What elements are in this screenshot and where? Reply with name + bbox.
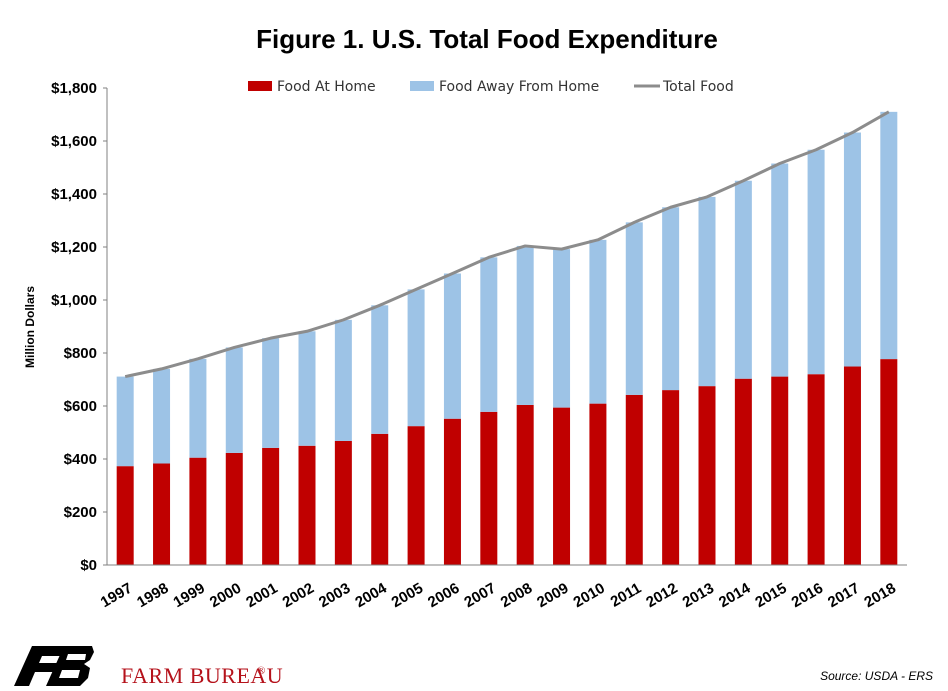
bar-food-away-from-home <box>662 207 680 391</box>
bar-food-away-from-home <box>880 111 898 360</box>
bars <box>116 111 898 565</box>
line-total-food <box>124 110 890 379</box>
bar-food-at-home <box>407 426 425 565</box>
x-axis-ticks: 1997199819992000200120022003200420052006… <box>98 579 899 611</box>
bar-food-at-home <box>189 457 207 565</box>
y-axis-ticks: $0 $200 $400 $600 $800 $1,000 $1,200 $1,400 $1,6… <box>51 80 107 574</box>
bar-food-away-from-home <box>589 239 607 404</box>
x-tick-label: 2010 <box>571 580 608 611</box>
bar-food-at-home <box>116 466 134 565</box>
x-tick-label: 1999 <box>171 580 208 611</box>
bar-food-away-from-home <box>443 273 461 419</box>
brand-name: FARM BUREAU <box>121 663 283 688</box>
x-tick-label: 1998 <box>134 580 171 611</box>
bar-food-at-home <box>371 433 389 565</box>
bar-food-at-home <box>334 440 352 565</box>
x-tick-label: 1997 <box>98 580 135 611</box>
bar-food-at-home <box>734 378 752 565</box>
x-tick-label: 2014 <box>716 579 754 611</box>
x-tick-label: 2001 <box>243 580 280 611</box>
x-tick-label: 2012 <box>643 580 680 611</box>
legend-swatch <box>248 81 272 91</box>
y-tick-label: $1,400 <box>51 186 97 203</box>
legend-swatch <box>410 81 434 91</box>
y-tick-label: $1,800 <box>51 80 97 97</box>
source-note: Source: USDA - ERS <box>820 669 933 683</box>
bar-food-at-home <box>262 447 280 565</box>
bar-food-away-from-home <box>843 132 861 367</box>
x-tick-label: 2017 <box>825 580 862 611</box>
y-tick-label: $1,600 <box>51 133 97 150</box>
bar-food-at-home <box>698 386 716 565</box>
bar-food-away-from-home <box>116 376 134 467</box>
legend-label: Food At Home <box>277 79 376 95</box>
bar-food-at-home <box>443 418 461 565</box>
bar-food-at-home <box>225 452 243 565</box>
y-tick-label: $200 <box>64 504 97 521</box>
y-tick-label: $1,000 <box>51 292 97 309</box>
x-tick-label: 2006 <box>425 580 462 611</box>
bar-food-at-home <box>298 445 316 565</box>
bar-food-away-from-home <box>771 163 789 377</box>
y-tick-label: $0 <box>80 557 97 574</box>
bar-food-away-from-home <box>807 149 825 375</box>
bar-food-away-from-home <box>698 196 716 387</box>
bar-food-away-from-home <box>298 331 316 446</box>
bar-food-away-from-home <box>480 257 498 412</box>
bar-food-away-from-home <box>189 358 207 458</box>
bar-food-away-from-home <box>153 368 171 464</box>
x-tick-label: 2003 <box>316 580 353 611</box>
x-tick-label: 2007 <box>461 580 498 611</box>
bar-food-away-from-home <box>407 289 425 427</box>
bar-food-away-from-home <box>225 347 243 453</box>
y-tick-label: $1,200 <box>51 239 97 256</box>
bar-food-at-home <box>625 394 643 565</box>
bar-food-at-home <box>516 404 534 565</box>
bar-food-at-home <box>480 411 498 565</box>
bar-food-at-home <box>553 407 571 565</box>
x-tick-label: 2013 <box>680 580 717 611</box>
x-tick-label: 2002 <box>280 580 317 611</box>
y-tick-label: $800 <box>64 345 97 362</box>
y-axis-label: Million Dollars <box>23 286 37 368</box>
bar-food-away-from-home <box>334 319 352 441</box>
bar-food-at-home <box>153 463 171 565</box>
x-tick-label: 2004 <box>352 579 390 611</box>
x-tick-label: 2011 <box>608 580 645 611</box>
x-tick-label: 2018 <box>861 580 898 611</box>
x-tick-label: 2000 <box>207 580 244 611</box>
y-tick-label: $600 <box>64 398 97 415</box>
x-tick-label: 2016 <box>789 580 826 611</box>
bar-food-at-home <box>880 359 898 565</box>
bar-food-away-from-home <box>625 222 643 395</box>
brand-registered-mark: ® <box>257 665 265 677</box>
x-tick-label: 2005 <box>389 580 426 611</box>
chart-title: Figure 1. U.S. Total Food Expenditure <box>256 24 718 54</box>
axes <box>106 88 907 566</box>
x-tick-label: 2015 <box>752 580 789 611</box>
legend: Food At Home Food Away From Home Total Foo… <box>248 79 734 95</box>
bar-food-at-home <box>589 403 607 565</box>
bar-food-at-home <box>843 366 861 565</box>
bar-food-away-from-home <box>262 338 280 448</box>
legend-label: Food Away From Home <box>439 79 599 95</box>
bar-food-away-from-home <box>371 305 389 434</box>
y-tick-label: $400 <box>64 451 97 468</box>
bar-food-away-from-home <box>516 245 534 405</box>
farm-bureau-logo-icon <box>14 646 94 686</box>
x-tick-label: 2009 <box>534 580 571 611</box>
bar-food-at-home <box>771 376 789 565</box>
series-lines <box>124 110 890 379</box>
bar-food-away-from-home <box>553 249 571 408</box>
bar-food-at-home <box>807 374 825 565</box>
x-tick-label: 2008 <box>498 580 535 611</box>
legend-label: Total Food <box>662 79 734 95</box>
bar-food-at-home <box>662 390 680 565</box>
bar-food-away-from-home <box>734 180 752 379</box>
